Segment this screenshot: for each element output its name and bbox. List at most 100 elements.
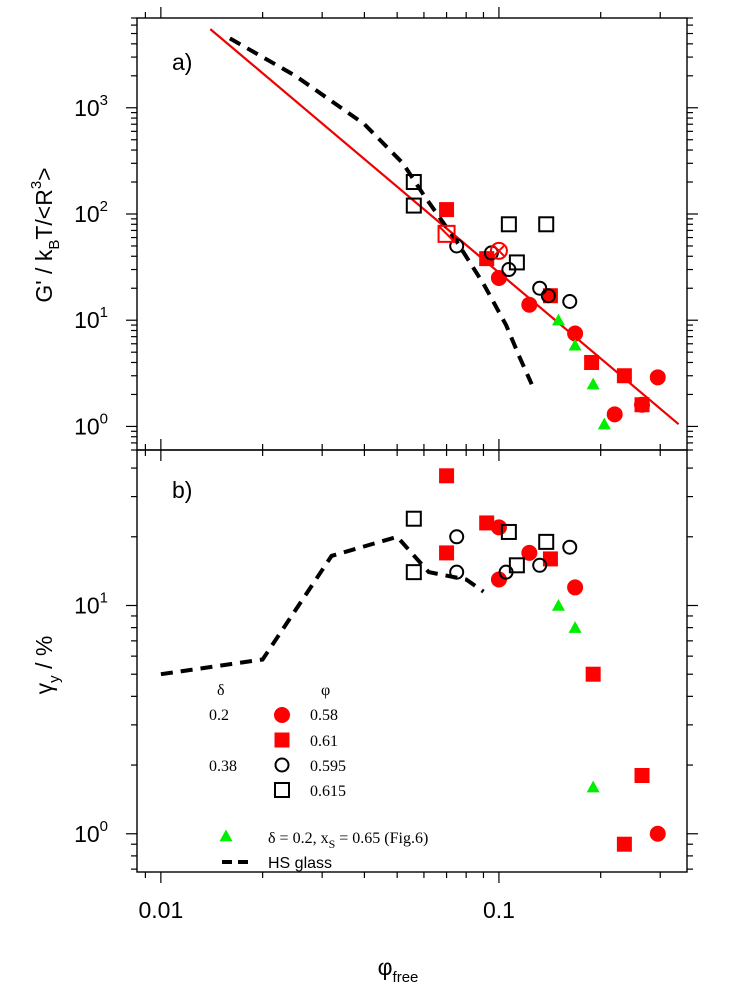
data-point-open-square xyxy=(538,533,555,550)
data-point-open-square xyxy=(508,557,525,574)
y-tick-label-base: 10 xyxy=(74,307,100,333)
y-tick-label-base: 10 xyxy=(74,593,100,619)
x-label-sub: free xyxy=(393,969,419,984)
data-point-triangle xyxy=(597,417,611,430)
data-point-filled-square xyxy=(584,354,600,370)
y-label-b-end: / % xyxy=(31,636,57,676)
data-point-filled-square xyxy=(634,397,650,413)
y-tick-label-base: 10 xyxy=(74,201,100,227)
y-tick-label-exp: 1 xyxy=(100,304,108,321)
legend-marker-triangle xyxy=(219,829,233,842)
data-point-filled-square xyxy=(585,666,601,682)
x-tick-label: 0.01 xyxy=(138,897,183,923)
y-tick-label: 100 xyxy=(74,410,108,439)
data-point-open-circle xyxy=(532,280,548,296)
data-point-open-square xyxy=(538,216,555,233)
legend-row-phi: 0.58 xyxy=(310,707,338,724)
data-point-filled-circle xyxy=(490,269,507,286)
data-point-open-square xyxy=(405,564,422,581)
legend-marker-filled-circle xyxy=(274,707,290,723)
data-point-filled-circle xyxy=(567,579,584,596)
data-point-open-circle xyxy=(449,238,465,254)
y-tick-label-base: 10 xyxy=(74,95,100,121)
legend-row-phi: 0.595 xyxy=(310,758,346,775)
x-axis-label: φfree xyxy=(378,954,419,984)
y-tick-label: 102 xyxy=(74,198,108,227)
data-point-filled-square xyxy=(439,202,455,218)
hs-glass-line xyxy=(228,36,534,386)
data-point-filled-square xyxy=(439,545,455,561)
y-tick-label-exp: 0 xyxy=(100,410,108,427)
data-point-open-circle xyxy=(562,539,578,555)
data-point-filled-square xyxy=(616,368,632,384)
data-point-triangle xyxy=(568,338,582,351)
legend-extra-triangle-text: δ = 0.2, xS = 0.65 (Fig.6) xyxy=(268,830,428,851)
data-point-triangle xyxy=(551,599,565,611)
data-point-filled-circle xyxy=(649,369,666,386)
data-point-filled-circle xyxy=(567,325,584,342)
data-point-open-square-cross-cross xyxy=(437,225,456,243)
data-point-triangle xyxy=(551,313,565,326)
data-point-open-square xyxy=(500,523,517,540)
legend: δ φ 0.2 0.58 0.61 0.38 0.595 0.615 δ = 0… xyxy=(209,682,428,872)
legend-hs-glass-text: HS glass xyxy=(268,855,332,872)
panel-b-label: b) xyxy=(172,477,192,503)
y-tick-label: 101 xyxy=(74,304,108,333)
y-tick-label-exp: 2 xyxy=(100,198,108,215)
data-point-open-circle xyxy=(532,557,548,573)
axis-ticks xyxy=(126,7,698,883)
data-point-filled-circle xyxy=(649,825,666,842)
data-point-open-circle-cross-cross2 xyxy=(493,245,505,257)
y-tick-label-exp: 1 xyxy=(100,590,108,607)
data-point-open-circle xyxy=(540,288,556,304)
data-point-triangle xyxy=(586,780,600,793)
legend-row-delta: 0.2 xyxy=(209,707,229,724)
legend-markers xyxy=(219,707,290,864)
data-point-open-circle xyxy=(562,294,578,310)
data-point-open-square xyxy=(405,197,422,214)
panel-a-label: a) xyxy=(172,49,192,75)
data-point-open-square-cross xyxy=(437,224,456,243)
data-point-open-circle xyxy=(449,564,465,580)
legend-header-phi: φ xyxy=(321,682,330,699)
data-point-filled-circle xyxy=(521,296,538,313)
legend-row-delta: 0.38 xyxy=(209,758,237,775)
legend-row-phi: 0.615 xyxy=(310,783,346,800)
data-point-open-square xyxy=(508,254,525,271)
legend-extra-b: = 0.65 (Fig.6) xyxy=(335,830,428,847)
y-tick-label-exp: 3 xyxy=(100,92,108,109)
y-tick-label: 100 xyxy=(74,818,108,847)
data-point-triangle xyxy=(586,377,600,390)
chart-lines xyxy=(160,28,680,677)
data-point-open-square xyxy=(405,174,422,191)
y-tick-label-base: 10 xyxy=(74,413,100,439)
y-label-a-main: G' / k xyxy=(31,249,57,302)
y-axis-label-a: G' / kBT/<R3> xyxy=(28,167,63,302)
y-tick-label-base: 10 xyxy=(74,821,100,847)
legend-marker-open-square xyxy=(274,782,290,798)
data-point-filled-square xyxy=(479,515,495,531)
y-label-a-mid: T/<R xyxy=(31,189,57,239)
legend-extra-a: δ = 0.2, x xyxy=(268,830,329,847)
x-tick-label: 0.1 xyxy=(483,897,515,923)
x-tick-labels: 0.01 0.1 xyxy=(138,897,514,923)
data-point-filled-circle xyxy=(521,544,538,561)
y-tick-label-exp: 0 xyxy=(100,818,108,835)
y-label-b-sub: y xyxy=(46,675,63,683)
y-label-a-sup: 3 xyxy=(28,181,45,189)
legend-row-phi: 0.61 xyxy=(310,733,338,750)
data-point-open-circle-cross xyxy=(489,241,508,260)
chart-marks xyxy=(405,174,666,852)
panel-a-frame xyxy=(136,17,688,451)
legend-header-delta: δ xyxy=(217,682,225,699)
legend-marker-open-circle xyxy=(274,757,290,773)
hs-glass-line xyxy=(160,534,485,677)
data-point-filled-square xyxy=(634,767,650,783)
y-label-b-main: γ xyxy=(31,682,57,694)
data-point-filled-square xyxy=(616,836,632,852)
y-axis-label-b: γy / % xyxy=(31,636,63,695)
x-label-main: φ xyxy=(378,954,393,980)
